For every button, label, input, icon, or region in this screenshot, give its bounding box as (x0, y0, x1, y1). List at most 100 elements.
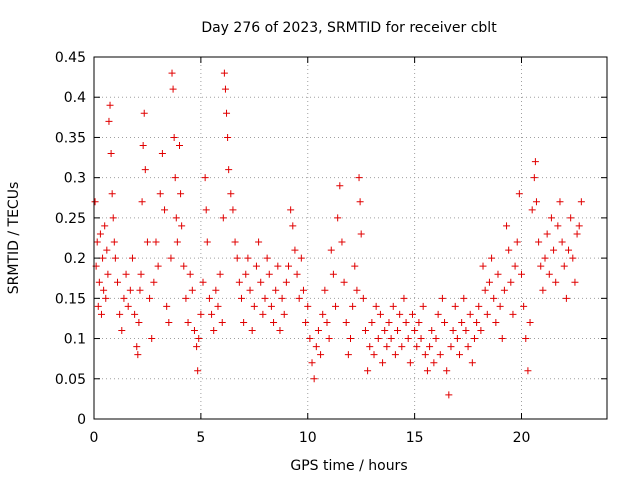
data-point (274, 262, 282, 270)
data-point (481, 286, 489, 294)
data-point (314, 327, 322, 335)
data-point (293, 270, 301, 278)
data-point (124, 302, 132, 310)
data-point (332, 302, 340, 310)
data-point (447, 343, 455, 351)
data-point (528, 206, 536, 214)
data-point (406, 359, 414, 367)
data-point (94, 302, 102, 310)
data-point (485, 278, 493, 286)
data-point (282, 278, 290, 286)
data-point (417, 335, 425, 343)
data-point (498, 335, 506, 343)
data-point (451, 302, 459, 310)
data-point (95, 278, 103, 286)
data-point (496, 302, 504, 310)
data-point (567, 214, 575, 222)
y-tick-label: 0 (77, 412, 86, 428)
data-point (317, 351, 325, 359)
data-point (321, 286, 329, 294)
data-point (385, 318, 393, 326)
data-point (531, 158, 539, 166)
data-point (387, 335, 395, 343)
data-point (338, 238, 346, 246)
data-point (370, 351, 378, 359)
data-point (398, 343, 406, 351)
data-point (432, 335, 440, 343)
data-point (158, 150, 166, 158)
data-point (419, 302, 427, 310)
data-point (479, 262, 487, 270)
data-point (426, 343, 434, 351)
data-point (526, 318, 534, 326)
data-point (304, 302, 312, 310)
data-point (165, 318, 173, 326)
data-point (438, 294, 446, 302)
y-tick-label: 0.15 (55, 291, 86, 307)
data-point (342, 318, 350, 326)
data-point (550, 246, 558, 254)
data-point (351, 262, 359, 270)
plot-frame (93, 56, 608, 420)
data-point (306, 335, 314, 343)
data-point (441, 318, 449, 326)
data-point (265, 270, 273, 278)
x-tick-label: 10 (299, 430, 317, 446)
data-point (278, 294, 286, 302)
data-point (227, 190, 235, 198)
data-point (106, 101, 114, 109)
data-point (195, 335, 203, 343)
data-point (188, 286, 196, 294)
grid (94, 57, 607, 419)
data-point (139, 141, 147, 149)
data-point (569, 254, 577, 262)
data-point (237, 294, 245, 302)
data-point (530, 174, 538, 182)
data-point (541, 254, 549, 262)
data-points (91, 69, 585, 399)
data-point (99, 254, 107, 262)
data-point (208, 310, 216, 318)
data-point (302, 318, 310, 326)
data-point (468, 359, 476, 367)
data-point (244, 254, 252, 262)
data-point (421, 351, 429, 359)
data-point (400, 294, 408, 302)
y-tick-label: 0.35 (55, 130, 86, 146)
data-point (445, 391, 453, 399)
data-point (334, 214, 342, 222)
data-point (122, 270, 130, 278)
data-point (411, 327, 419, 335)
data-point (361, 327, 369, 335)
data-point (552, 278, 560, 286)
data-point (203, 238, 211, 246)
data-point (150, 278, 158, 286)
data-point (560, 262, 568, 270)
data-point (120, 294, 128, 302)
data-point (143, 238, 151, 246)
data-point (152, 238, 160, 246)
data-point (402, 318, 410, 326)
data-point (376, 310, 384, 318)
x-axis-label: GPS time / hours (290, 458, 407, 474)
data-point (456, 351, 464, 359)
data-point (413, 343, 421, 351)
data-point (100, 286, 108, 294)
y-axis-label: SRMTID / TECUs (6, 182, 22, 295)
data-point (522, 335, 530, 343)
data-point (257, 278, 265, 286)
data-point (126, 286, 134, 294)
data-point (503, 222, 511, 230)
data-point (462, 327, 470, 335)
data-point (511, 262, 519, 270)
data-point (105, 117, 113, 125)
data-point (280, 310, 288, 318)
data-point (102, 294, 110, 302)
data-point (430, 359, 438, 367)
data-point (291, 246, 299, 254)
data-point (470, 335, 478, 343)
data-point (532, 198, 540, 206)
data-point (537, 262, 545, 270)
data-point (148, 335, 156, 343)
